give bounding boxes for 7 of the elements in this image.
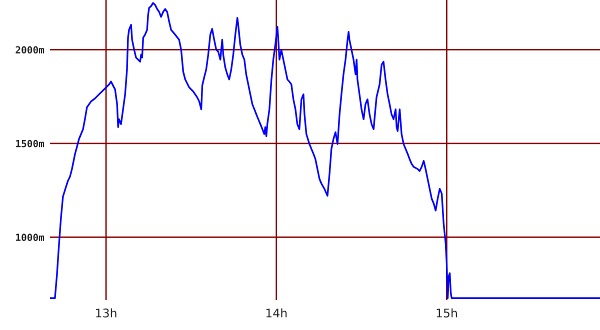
y-tick-label: 2000m	[16, 46, 44, 54]
line-series	[50, 2, 600, 299]
x-tick-label: 13h	[96, 308, 116, 318]
y-tick-label: 1500m	[16, 140, 44, 148]
x-tick-label: 15h	[436, 308, 457, 318]
y-tick-label: 1000m	[16, 234, 44, 242]
x-tick-label: 14h	[266, 308, 287, 318]
